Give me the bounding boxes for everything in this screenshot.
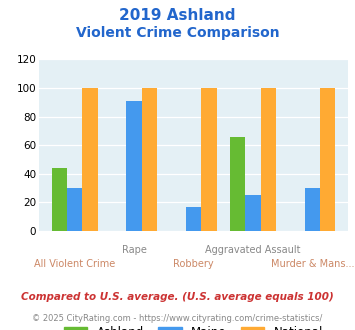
Bar [305,188,320,231]
Text: Murder & Mans...: Murder & Mans... [271,259,354,269]
Bar [201,88,217,231]
Text: 2019 Ashland: 2019 Ashland [119,8,236,23]
Bar [186,207,201,231]
Bar [126,101,142,231]
Bar [51,168,67,231]
Bar [82,88,98,231]
Text: All Violent Crime: All Violent Crime [34,259,115,269]
Text: Rape: Rape [122,245,147,255]
Legend: Ashland, Maine, National: Ashland, Maine, National [64,326,323,330]
Bar [245,195,261,231]
Bar [320,88,335,231]
Bar [67,188,82,231]
Bar [261,88,276,231]
Text: © 2025 CityRating.com - https://www.cityrating.com/crime-statistics/: © 2025 CityRating.com - https://www.city… [32,314,323,323]
Text: Compared to U.S. average. (U.S. average equals 100): Compared to U.S. average. (U.S. average … [21,292,334,302]
Text: Aggravated Assault: Aggravated Assault [205,245,301,255]
Text: Robbery: Robbery [173,259,214,269]
Bar [142,88,157,231]
Bar [230,137,245,231]
Text: Violent Crime Comparison: Violent Crime Comparison [76,26,279,40]
